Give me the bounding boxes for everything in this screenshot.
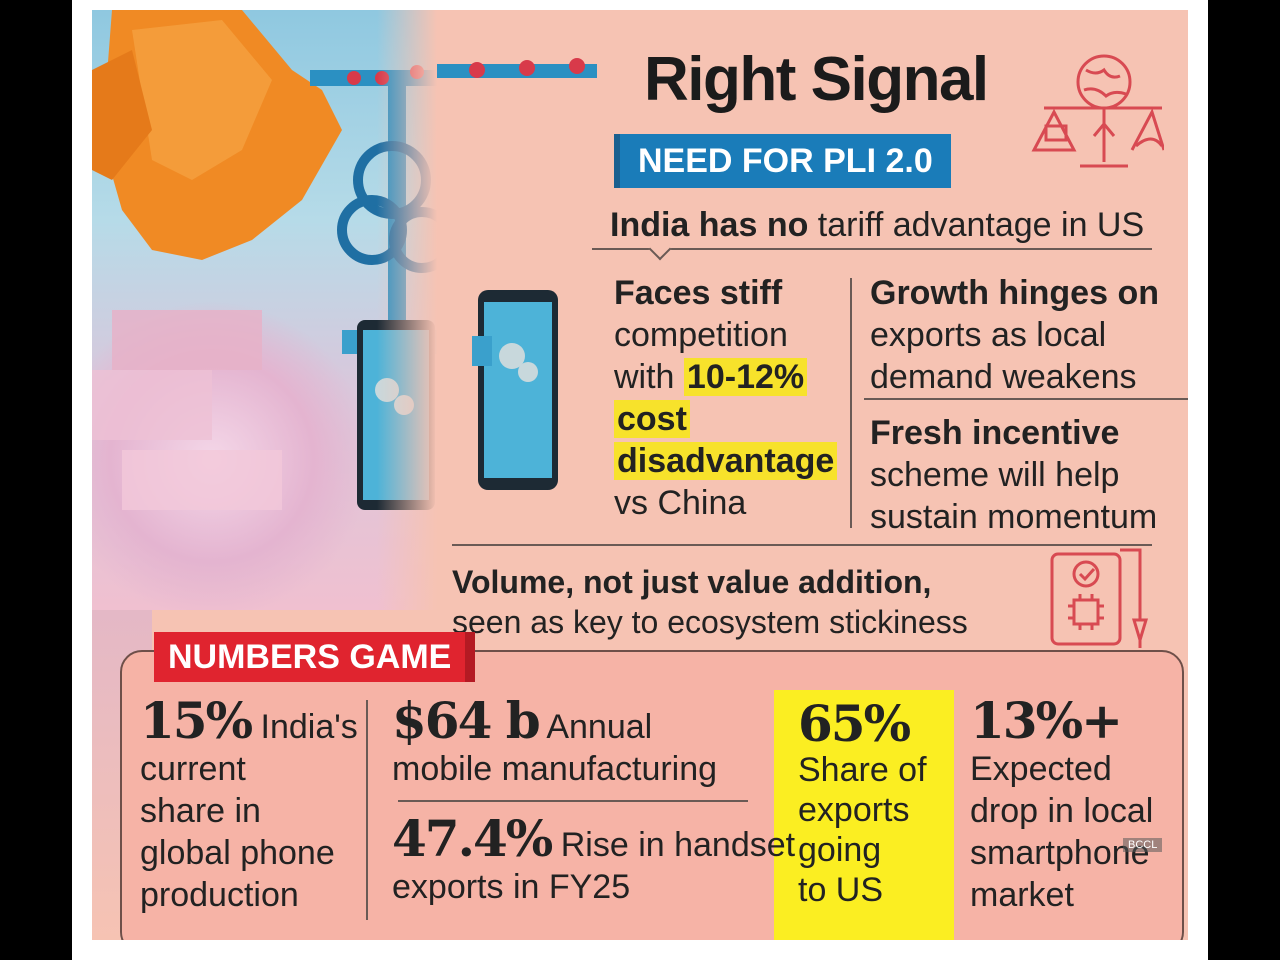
infographic-page: Right Signal NEED FOR PLI 2.0 India has … <box>72 0 1208 960</box>
cost-highlight: cost <box>614 400 690 438</box>
stat-rise-value: 47.4% <box>392 809 553 868</box>
phone-chip-icon <box>1050 548 1149 648</box>
competition-line2: competition <box>614 316 788 354</box>
stat-us-share-l4: to US <box>798 871 884 909</box>
divider-vertical <box>850 278 852 528</box>
stat-india-share: 15% India's current share in global phon… <box>140 696 358 916</box>
phone-in-gripper <box>472 290 558 490</box>
tariff-statement-rest: tariff advantage in US <box>808 206 1145 244</box>
bccl-watermark: BCCL <box>1123 838 1163 852</box>
incentive-line2: scheme will help <box>870 456 1120 494</box>
us-share-highlight <box>774 690 954 940</box>
incentive-line3: sustain momentum <box>870 498 1158 536</box>
stat-india-share-l5: production <box>140 876 299 914</box>
numbers-tag: NUMBERS GAME <box>154 632 476 682</box>
stat-market-drop-l4: market <box>970 876 1074 914</box>
page-title: Right Signal <box>644 45 989 114</box>
divider-growth <box>864 398 1188 400</box>
volume-bold: Volume, not just value addition, <box>452 564 932 600</box>
growth-line3: demand weakens <box>870 358 1137 396</box>
divider-volume <box>452 544 1152 546</box>
stat-india-share-l3: share in <box>140 792 261 830</box>
stat-market-drop-l2: drop in local <box>970 792 1154 830</box>
volume-point: Volume, not just value addition, seen as… <box>452 562 968 642</box>
growth-bold: Growth hinges on <box>870 274 1159 312</box>
tariff-statement: India has no tariff advantage in US <box>610 206 1144 245</box>
stat-india-share-l2: current <box>140 750 246 788</box>
gripper-rail <box>437 58 597 78</box>
stat-india-share-l4: global phone <box>140 834 335 872</box>
disadvantage-highlight: disadvantage <box>614 442 838 480</box>
stat-us-share-l1: Share of <box>798 751 927 789</box>
tariff-statement-bold: India has no <box>610 206 809 244</box>
competition-line1: Faces stiff <box>614 274 783 312</box>
incentive-bold: Fresh incentive <box>870 414 1120 452</box>
stat-us-share-l2: exports <box>798 791 910 829</box>
stat-manufacturing-l1: Annual <box>538 708 653 746</box>
stat-market-drop-l1: Expected <box>970 750 1112 788</box>
stat-india-share-l1: India's <box>251 708 358 746</box>
stat-us-share-value: 65% <box>798 694 911 753</box>
numbers-divider-2 <box>398 800 748 802</box>
stat-rise-l1: Rise in handset <box>551 826 796 864</box>
competition-line3: with <box>614 358 684 396</box>
numbers-box <box>120 650 1184 940</box>
numbers-divider-1 <box>366 700 368 920</box>
competition-line-end: vs China <box>614 484 747 522</box>
infographic-panel: Right Signal NEED FOR PLI 2.0 India has … <box>92 10 1188 940</box>
stat-rise-l2: exports in FY25 <box>392 868 631 906</box>
stat-manufacturing-value: $64 b <box>392 691 541 750</box>
stat-rise: 47.4% Rise in handset exports in FY25 <box>392 814 796 908</box>
stat-us-share: 65% Share of exports going to US <box>798 699 927 910</box>
incentive-point: Fresh incentive scheme will help sustain… <box>870 412 1157 538</box>
growth-line2: exports as local <box>870 316 1107 354</box>
stat-india-share-value: 15% <box>140 691 253 750</box>
pli-tag: NEED FOR PLI 2.0 <box>614 134 951 188</box>
stat-market-drop-l3: smartphone <box>970 834 1150 872</box>
growth-point: Growth hinges on exports as local demand… <box>870 272 1159 398</box>
stat-market-drop-value: 13%+ <box>970 691 1123 750</box>
volume-line2: seen as key to ecosystem stickiness <box>452 604 968 640</box>
stat-market-drop: 13%+ Expected drop in local smartphone m… <box>970 696 1154 916</box>
divider-intro <box>592 248 1152 250</box>
photo-edge-fade <box>377 10 437 610</box>
stat-us-share-l3: going <box>798 831 882 869</box>
robot-arm-photo <box>92 10 437 610</box>
competition-point: Faces stiff competition with 10-12% cost… <box>614 272 838 524</box>
cost-percent-highlight: 10-12% <box>683 358 808 396</box>
stat-manufacturing: $64 b Annual mobile manufacturing <box>392 696 718 790</box>
stat-manufacturing-l2: mobile manufacturing <box>392 750 718 788</box>
globe-scale-icon <box>1031 54 1164 168</box>
